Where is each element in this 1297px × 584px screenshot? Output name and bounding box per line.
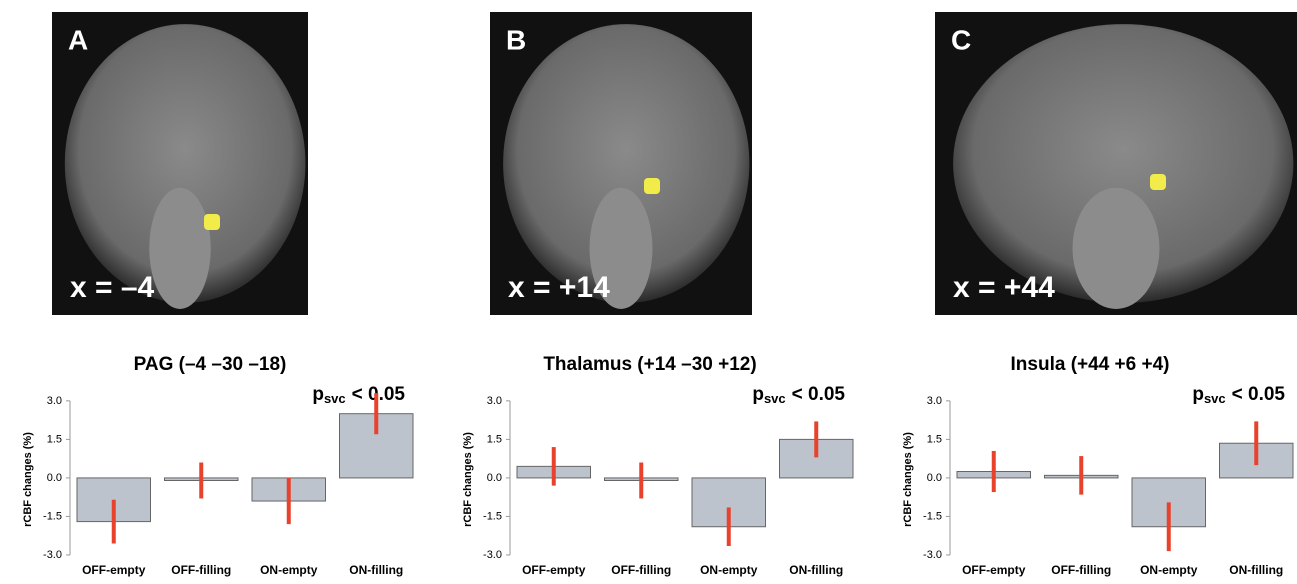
annotation-part: svc: [1204, 391, 1226, 406]
activation-blob: [1150, 174, 1166, 190]
chart-title: Thalamus (+14 –30 +12): [543, 354, 756, 375]
annotation-part: p: [752, 384, 764, 405]
x-tick-label: OFF-empty: [962, 563, 1026, 577]
annotation: psvc < 0.05: [1192, 384, 1285, 406]
y-tick-label: 3.0: [927, 395, 942, 407]
annotation-part: svc: [324, 391, 346, 406]
panel-label: B: [506, 24, 526, 55]
y-tick-label: 3.0: [487, 395, 502, 407]
y-tick-label: -3.0: [483, 549, 502, 561]
x-tick-label: OFF-filling: [611, 563, 671, 577]
panel-label: A: [68, 24, 88, 55]
panel-label: C: [951, 24, 971, 55]
y-tick-label: -1.5: [483, 510, 502, 522]
activation-blob: [644, 178, 660, 194]
x-tick-label: OFF-empty: [82, 563, 146, 577]
annotation: psvc < 0.05: [312, 384, 405, 406]
activation-blob: [204, 214, 220, 230]
figure: Ax = –4 Bx = +14 Cx = +44 PAG (–4 –30 –18) p…: [0, 0, 1297, 579]
brain-stem: [149, 188, 210, 309]
y-tick-label: 0.0: [927, 472, 942, 484]
chart-title: PAG (–4 –30 –18): [134, 354, 287, 375]
slice-coordinate: x = +44: [953, 271, 1055, 304]
x-tick-label: OFF-filling: [171, 563, 231, 577]
brain-stem: [1073, 188, 1160, 309]
y-tick-label: -3.0: [43, 549, 62, 561]
annotation-part: p: [312, 384, 324, 405]
slice-coordinate: x = +14: [508, 271, 610, 304]
annotation: psvc < 0.05: [752, 384, 845, 406]
y-tick-label: 0.0: [47, 472, 62, 484]
annotation-part: < 0.05: [1232, 384, 1286, 405]
y-axis-label: rCBF changes (%): [902, 432, 914, 527]
x-tick-label: ON-filling: [349, 563, 403, 577]
x-tick-label: ON-filling: [1229, 563, 1283, 577]
y-tick-label: 0.0: [487, 472, 502, 484]
y-tick-label: 1.5: [927, 433, 942, 445]
y-tick-label: 1.5: [487, 433, 502, 445]
chart-title: Insula (+44 +6 +4): [1011, 354, 1170, 375]
x-tick-label: OFF-empty: [522, 563, 586, 577]
annotation-part: < 0.05: [792, 384, 846, 405]
annotation-part: < 0.05: [352, 384, 406, 405]
x-tick-label: ON-empty: [260, 563, 318, 577]
y-tick-label: -3.0: [923, 549, 942, 561]
slice-coordinate: x = –4: [70, 271, 155, 304]
y-axis-label: rCBF changes (%): [22, 432, 34, 527]
x-tick-label: ON-filling: [789, 563, 843, 577]
y-tick-label: -1.5: [43, 510, 62, 522]
y-tick-label: 3.0: [47, 395, 62, 407]
x-tick-label: ON-empty: [700, 563, 758, 577]
x-tick-label: ON-empty: [1140, 563, 1198, 577]
y-tick-label: -1.5: [923, 510, 942, 522]
y-tick-label: 1.5: [47, 433, 62, 445]
x-tick-label: OFF-filling: [1051, 563, 1111, 577]
y-axis-label: rCBF changes (%): [462, 432, 474, 527]
annotation-part: svc: [764, 391, 786, 406]
annotation-part: p: [1192, 384, 1204, 405]
